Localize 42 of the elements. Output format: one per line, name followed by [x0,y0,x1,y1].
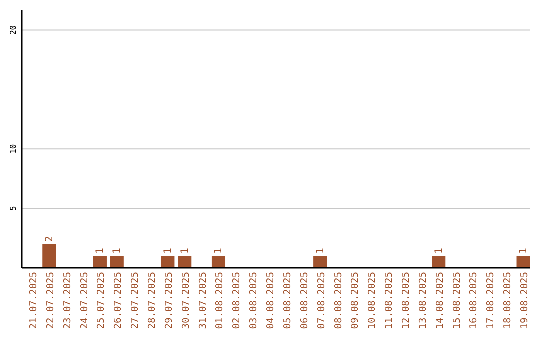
x-tick-label: 28.07.2025 [147,272,158,330]
x-tick-label: 08.08.2025 [333,272,344,330]
x-tick-label: 30.07.2025 [180,272,192,330]
x-tick-label: 05.08.2025 [282,272,294,330]
data-label: 1 [434,248,445,254]
x-tick-label: 27.07.2025 [130,272,142,330]
x-tick-label: 11.08.2025 [384,272,396,330]
x-tick-label: 19.08.2025 [520,272,531,330]
x-tick-label: 12.08.2025 [401,272,412,330]
x-tick-label: 06.08.2025 [299,272,310,330]
x-tick-label: 03.08.2025 [248,272,260,330]
x-tick-label: 10.08.2025 [367,272,378,330]
x-tick-label: 26.07.2025 [113,272,124,330]
x-tick-label: 22.07.2025 [45,272,56,330]
x-tick-label: 25.07.2025 [96,272,108,330]
data-label: 1 [518,248,530,254]
x-tick-label: 01.08.2025 [214,272,226,330]
x-tick-label: 24.07.2025 [79,272,90,330]
x-tick-label: 15.08.2025 [452,272,463,330]
x-tick-label: 21.07.2025 [28,272,40,330]
x-tick-label: 14.08.2025 [434,272,446,330]
data-label: 1 [112,248,124,254]
x-tick-label: 18.08.2025 [502,272,514,330]
x-tick-label: 23.07.2025 [62,272,74,330]
y-tick-label: 20 [9,25,18,36]
x-tick-label: 16.08.2025 [468,272,480,330]
y-tick-label: 10 [9,144,18,154]
data-label: 1 [214,248,225,254]
x-tick-label: 02.08.2025 [232,272,243,330]
y-tick-label: 5 [9,206,18,211]
data-label: 1 [95,248,106,254]
data-label: 1 [180,248,191,254]
data-label: 2 [44,236,56,242]
data-label: 1 [162,248,174,254]
data-label: 1 [315,248,326,254]
x-tick-label: 09.08.2025 [350,272,362,330]
x-tick-label: 04.08.2025 [266,272,277,330]
x-tick-label: 29.07.2025 [164,272,175,330]
x-tick-label: 13.08.2025 [418,272,429,330]
x-tick-label: 17.08.2025 [486,272,497,330]
x-tick-label: 31.07.2025 [198,272,209,330]
x-tick-label: 07.08.2025 [316,272,328,330]
